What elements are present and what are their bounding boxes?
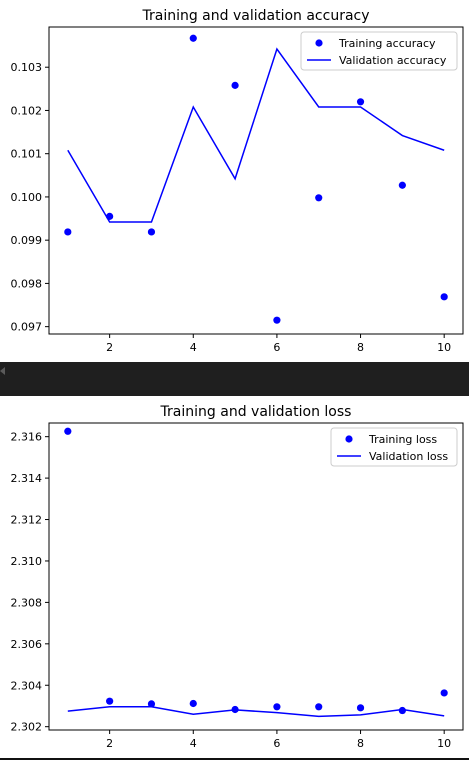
training-data-point [315,194,323,202]
chart-title: Training and validation loss [160,404,352,420]
x-tick-label: 10 [437,737,451,750]
x-tick-label: 6 [273,341,280,354]
plot-frame [48,422,464,731]
training-data-point [440,689,448,697]
legend-box [300,31,458,71]
x-tick-label: 4 [190,341,197,354]
accuracy-chart: Training and validation accuracy 2 4 6 8 10 0.… [11,8,464,354]
y-tick-label: 0.100 [11,191,43,204]
validation-series-line [67,706,445,718]
y-tick-label: 0.099 [11,234,43,247]
training-data-point [440,293,448,301]
training-data-point [64,228,72,236]
y-tick-label: 0.103 [11,61,43,74]
y-tick-label: 2.306 [11,638,43,651]
y-tick-label: 2.310 [11,555,43,568]
x-tick-label: 6 [273,737,280,750]
training-data-point [189,699,197,708]
y-tick-label: 2.308 [11,596,43,609]
collapse-arrow-icon[interactable] [0,367,5,375]
accuracy-chart-panel: Training and validation accuracy 2 4 6 8 10 0.… [0,0,469,362]
training-data-point [147,700,156,708]
training-data-point [106,697,114,705]
x-tick-label: 2 [106,341,113,354]
legend-marker-swatch [345,435,353,443]
y-tick-label: 2.314 [11,472,43,485]
training-data-point [189,34,197,42]
y-tick-label: 0.102 [11,104,43,117]
output-divider [0,362,469,396]
training-data-point [64,427,72,435]
legend-label: Validation accuracy [339,54,447,67]
plot-frame [48,26,464,335]
legend-label: Training accuracy [338,37,436,50]
validation-series-line [67,47,445,223]
x-tick-label: 8 [357,737,364,750]
chart-title: Training and validation accuracy [141,8,369,24]
x-tick-label: 10 [437,341,451,354]
training-data-point [273,316,281,324]
legend-label: Training loss [368,433,437,446]
training-data-point [147,228,156,236]
y-tick-label: 2.302 [11,721,43,734]
training-data-point [273,703,281,711]
legend-label: Validation loss [369,450,448,463]
y-tick-label: 2.304 [11,679,43,692]
training-data-point [315,703,323,711]
y-tick-label: 0.098 [11,277,43,290]
y-tick-label: 2.312 [11,514,43,527]
loss-chart-panel: Training and validation loss 2 4 6 8 10 2.302 2… [0,396,469,758]
training-data-point [231,81,239,89]
y-tick-label: 2.316 [11,431,43,444]
training-data-point [356,704,365,712]
x-tick-label: 8 [357,341,364,354]
training-data-point [398,706,406,715]
y-tick-label: 0.097 [11,321,43,334]
legend-box [330,427,458,467]
legend-marker-swatch [315,39,323,47]
training-data-point [356,98,365,106]
loss-chart: Training and validation loss 2 4 6 8 10 2.302 2… [11,404,464,750]
x-tick-label: 2 [106,737,113,750]
training-data-point [398,181,406,189]
bottom-rule [0,758,469,760]
x-tick-label: 4 [190,737,197,750]
y-tick-label: 0.101 [11,148,43,161]
